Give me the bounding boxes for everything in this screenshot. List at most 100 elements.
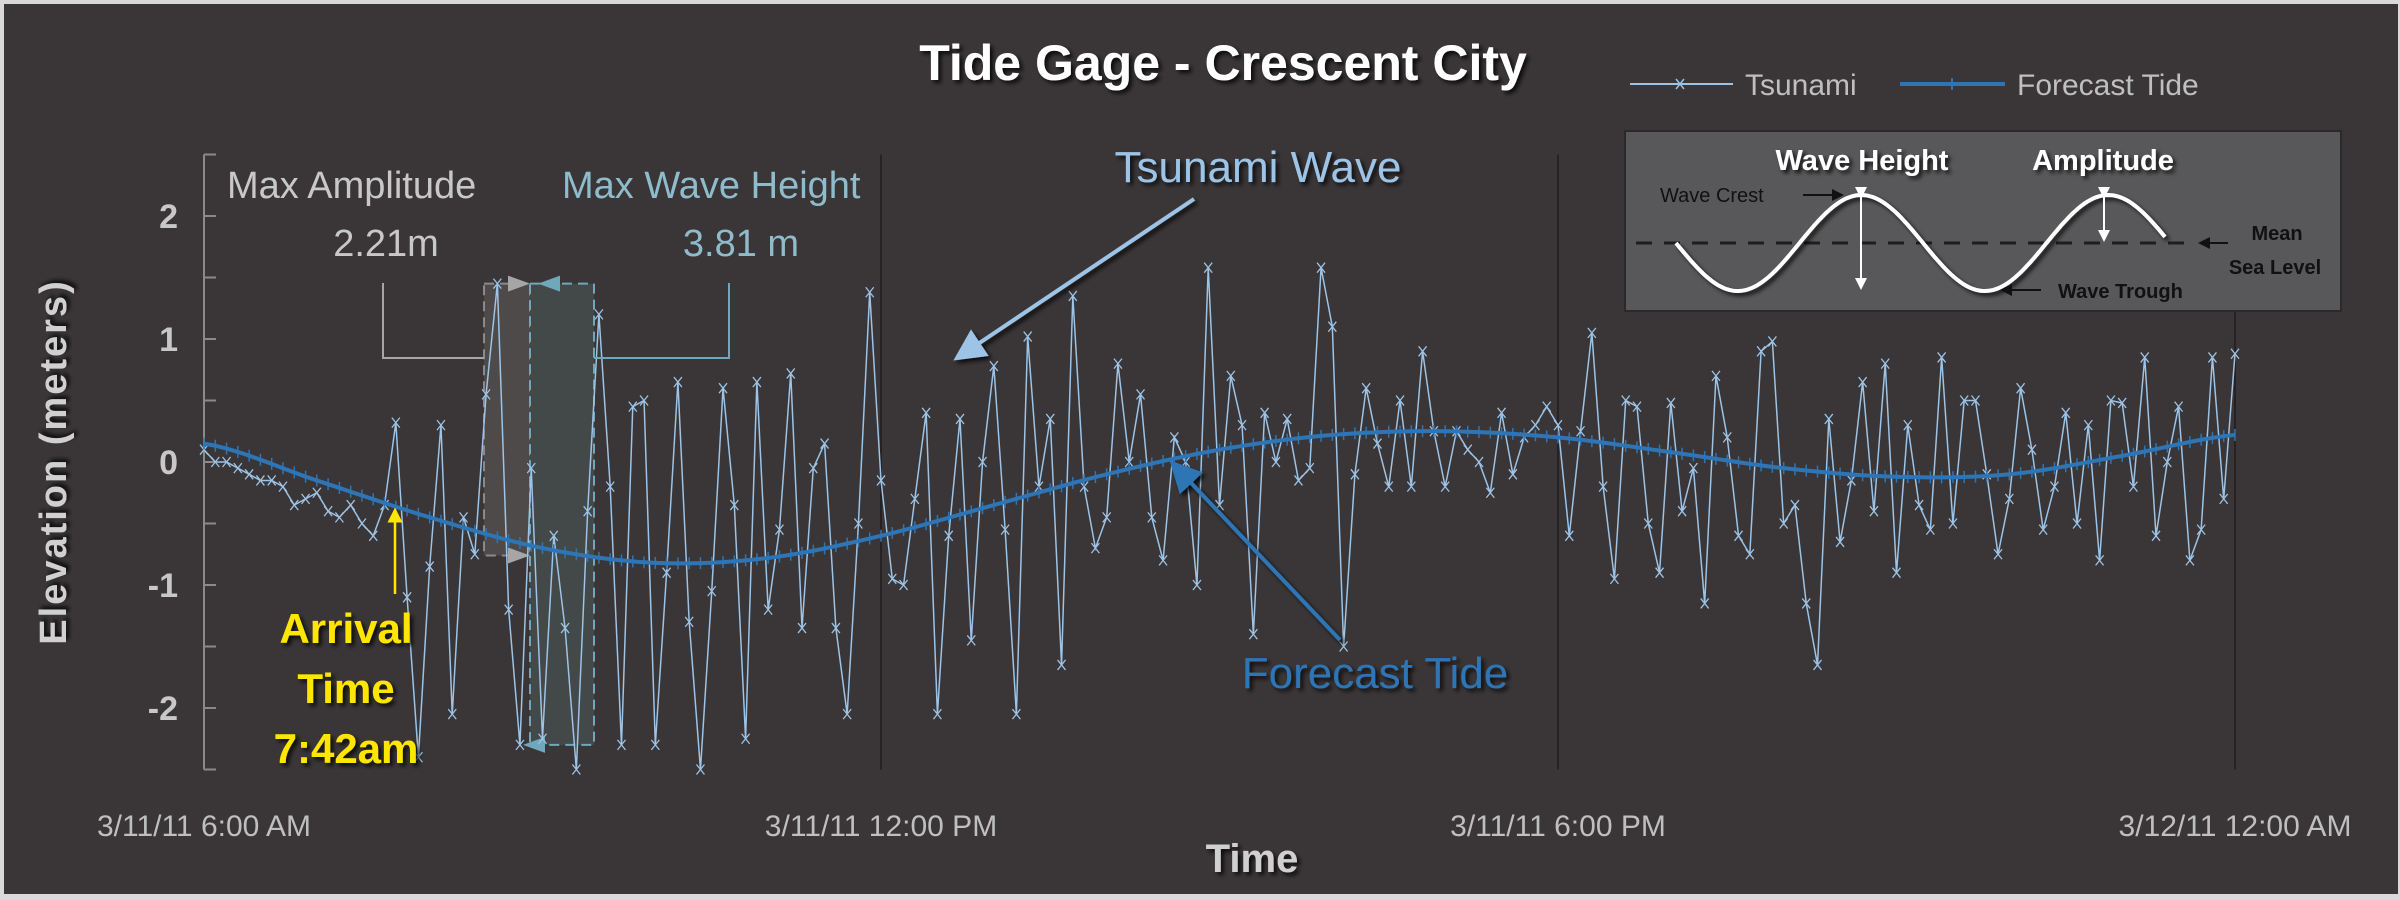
arrival-line-3: 7:42am — [274, 725, 419, 772]
tsunami-point — [2049, 481, 2059, 493]
tsunami-point — [233, 462, 243, 474]
tsunami-series — [199, 262, 2240, 775]
legend-x-marker-icon — [1675, 78, 1685, 90]
tsunami-point — [1158, 554, 1168, 566]
tsunami-point — [1169, 431, 1179, 443]
inset-wave-curve — [1674, 192, 2167, 294]
tsunami-point — [966, 634, 976, 646]
tsunami-point — [2174, 401, 2184, 413]
tsunami-point — [2162, 456, 2172, 468]
tsunami-point — [1734, 530, 1744, 542]
x-axis: 3/11/11 6:00 AM 3/11/11 12:00 PM 3/11/11 6… — [97, 810, 2352, 843]
legend-tide-label: Forecast Tide — [2017, 69, 2199, 102]
tsunami-point — [1666, 397, 1676, 409]
tsunami-point — [605, 481, 615, 493]
tsunami-point — [2004, 493, 2014, 505]
tsunami-point — [1745, 548, 1755, 560]
tsunami-point — [1463, 444, 1473, 456]
tsunami-point — [2128, 481, 2138, 493]
inset-wave-height-label: Wave Height — [1776, 145, 1949, 177]
legend-item-forecast-tide[interactable]: Forecast Tide — [1900, 69, 2199, 102]
tsunami-point — [1914, 499, 1924, 511]
tsunami-point — [1530, 419, 1540, 431]
tsunami-point — [1970, 395, 1980, 406]
tsunami-point — [402, 591, 412, 603]
tsunami-point — [1361, 382, 1371, 394]
tsunami-point — [1632, 401, 1642, 413]
tsunami-point — [2027, 444, 2037, 456]
y-tick-label: -2 — [148, 690, 178, 728]
tsunami-point — [1057, 659, 1067, 671]
tsunami-point — [1384, 481, 1394, 493]
tsunami-point — [1688, 462, 1698, 474]
tsunami-point — [571, 764, 581, 775]
tsunami-point — [1000, 524, 1010, 536]
y-tick-label: 1 — [159, 321, 178, 359]
tsunami-point — [1655, 567, 1665, 579]
tsunami-point — [244, 468, 254, 480]
tsunami-point — [1271, 456, 1281, 468]
tsunami-point — [1824, 413, 1834, 425]
tsunami-point — [1891, 567, 1902, 579]
tsunami-point — [808, 462, 818, 474]
max-amplitude-annotation: Max Amplitude 2.21m — [227, 165, 484, 359]
inset-sea-level-label: Sea Level — [2229, 257, 2321, 279]
tsunami-point — [707, 585, 717, 597]
tsunami-point — [774, 524, 784, 536]
tsunami-point — [1542, 401, 1552, 413]
tsunami-point — [1587, 327, 1597, 339]
tsunami-point — [1293, 475, 1303, 486]
tsunami-point — [1553, 419, 1563, 431]
tsunami-point — [1011, 708, 1021, 720]
tsunami-point — [2196, 524, 2206, 536]
y-tick-label: 2 — [159, 198, 178, 236]
tsunami-point — [1248, 628, 1258, 640]
tsunami-point — [594, 308, 604, 320]
max-amplitude-value: 2.21m — [333, 223, 439, 265]
max-amplitude-bracket — [382, 283, 484, 359]
tsunami-point — [526, 462, 536, 474]
x-tick-label: 3/11/11 12:00 PM — [765, 810, 997, 843]
tsunami-point — [1767, 336, 1777, 347]
inset-amplitude-label: Amplitude — [2032, 145, 2174, 177]
tsunami-point — [1124, 456, 1134, 468]
tsunami-point — [786, 368, 796, 379]
tsunami-point — [695, 764, 705, 775]
tsunami-point — [1835, 536, 1845, 548]
tsunami-point — [210, 456, 220, 468]
tsunami-point — [222, 456, 232, 468]
tsunami-point — [729, 499, 739, 511]
tsunami-point — [1813, 659, 1823, 671]
tsunami-point — [334, 511, 344, 523]
x-tick-label: 3/11/11 6:00 PM — [1450, 810, 1666, 843]
tsunami-point — [1372, 438, 1382, 449]
inset-background — [1624, 130, 2342, 312]
tsunami-point — [2185, 554, 2195, 566]
inset-wave-crest-label: Wave Crest — [1660, 185, 1764, 207]
tsunami-point — [2117, 397, 2127, 409]
tsunami-point — [413, 751, 423, 763]
tsunami-point — [865, 286, 875, 298]
tsunami-point — [459, 511, 469, 523]
max-amplitude-label: Max Amplitude — [227, 165, 476, 207]
tsunami-point — [2083, 419, 2093, 431]
tsunami-point — [944, 530, 954, 542]
tsunami-point — [1282, 413, 1292, 425]
forecast-tide-arrow-icon — [1169, 460, 1342, 642]
tsunami-point — [1621, 395, 1631, 406]
tsunami-point — [1564, 530, 1574, 542]
tsunami-point — [1192, 579, 1202, 591]
legend-item-tsunami[interactable]: Tsunami — [1630, 69, 1857, 102]
tsunami-point — [583, 505, 593, 517]
tsunami-point — [1790, 499, 1800, 511]
wave-height-top-arrow-icon — [538, 275, 560, 292]
tsunami-point — [1948, 518, 1958, 529]
legend: Tsunami Forecast Tide — [1630, 69, 2199, 102]
tsunami-point — [425, 561, 435, 572]
tsunami-point — [1609, 573, 1619, 585]
tsunami-point — [346, 499, 356, 511]
tsunami-point — [267, 475, 277, 486]
tsunami-point — [1406, 481, 1416, 493]
tsunami-point — [1327, 321, 1337, 333]
